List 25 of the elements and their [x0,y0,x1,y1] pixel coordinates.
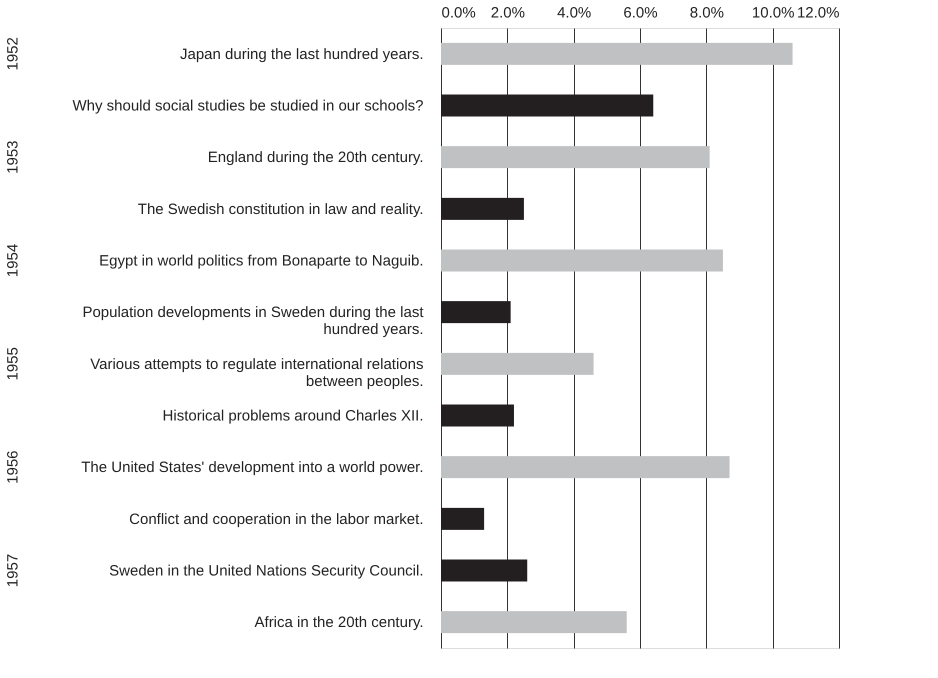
y-tick-label: Sweden in the United Nations Security Council. [109,562,424,580]
x-tick-label: 2.0% [490,4,525,22]
x-tick-label: 10.0% [752,4,794,22]
y-tick-label: Why should social studies be studied in our schools? [72,98,424,114]
x-tick-label: 4.0% [557,4,592,22]
y-tick-label: The Swedish constitution in law and reality. [138,200,424,218]
x-tick-label: 8.0% [690,4,724,22]
y-tick-label: The United States' development into a world power. [81,459,424,476]
text: 1952 [4,37,22,71]
x-tick-label: 12.0% [796,4,840,22]
x-tick-label: 0.0% [442,4,476,22]
y-tick-label: Various attempts to regulate international relations between peoples. [90,356,424,390]
x-tick-label: 6.0% [623,4,658,22]
y-tick-label: Conflict and cooperation in the labor market. [129,510,424,528]
text: 1954 [4,244,22,278]
text: 1955 [4,347,22,381]
y-tick-label: Japan during the last hundred years. [180,46,424,63]
text: 1957 [4,554,22,588]
y-tick-label: Historical problems around Charles XII. [162,408,424,424]
y-tick-label: England during the 20th century. [208,149,424,166]
y-tick-label: Population developments in Sweden during the last hundred years. [82,304,424,338]
y-tick-label: Africa in the 20th century. [254,614,424,632]
text: 1956 [4,450,22,484]
y-tick-label: Egypt in world politics from Bonaparte to Naguib. [99,252,424,270]
text: 1953 [4,140,22,174]
